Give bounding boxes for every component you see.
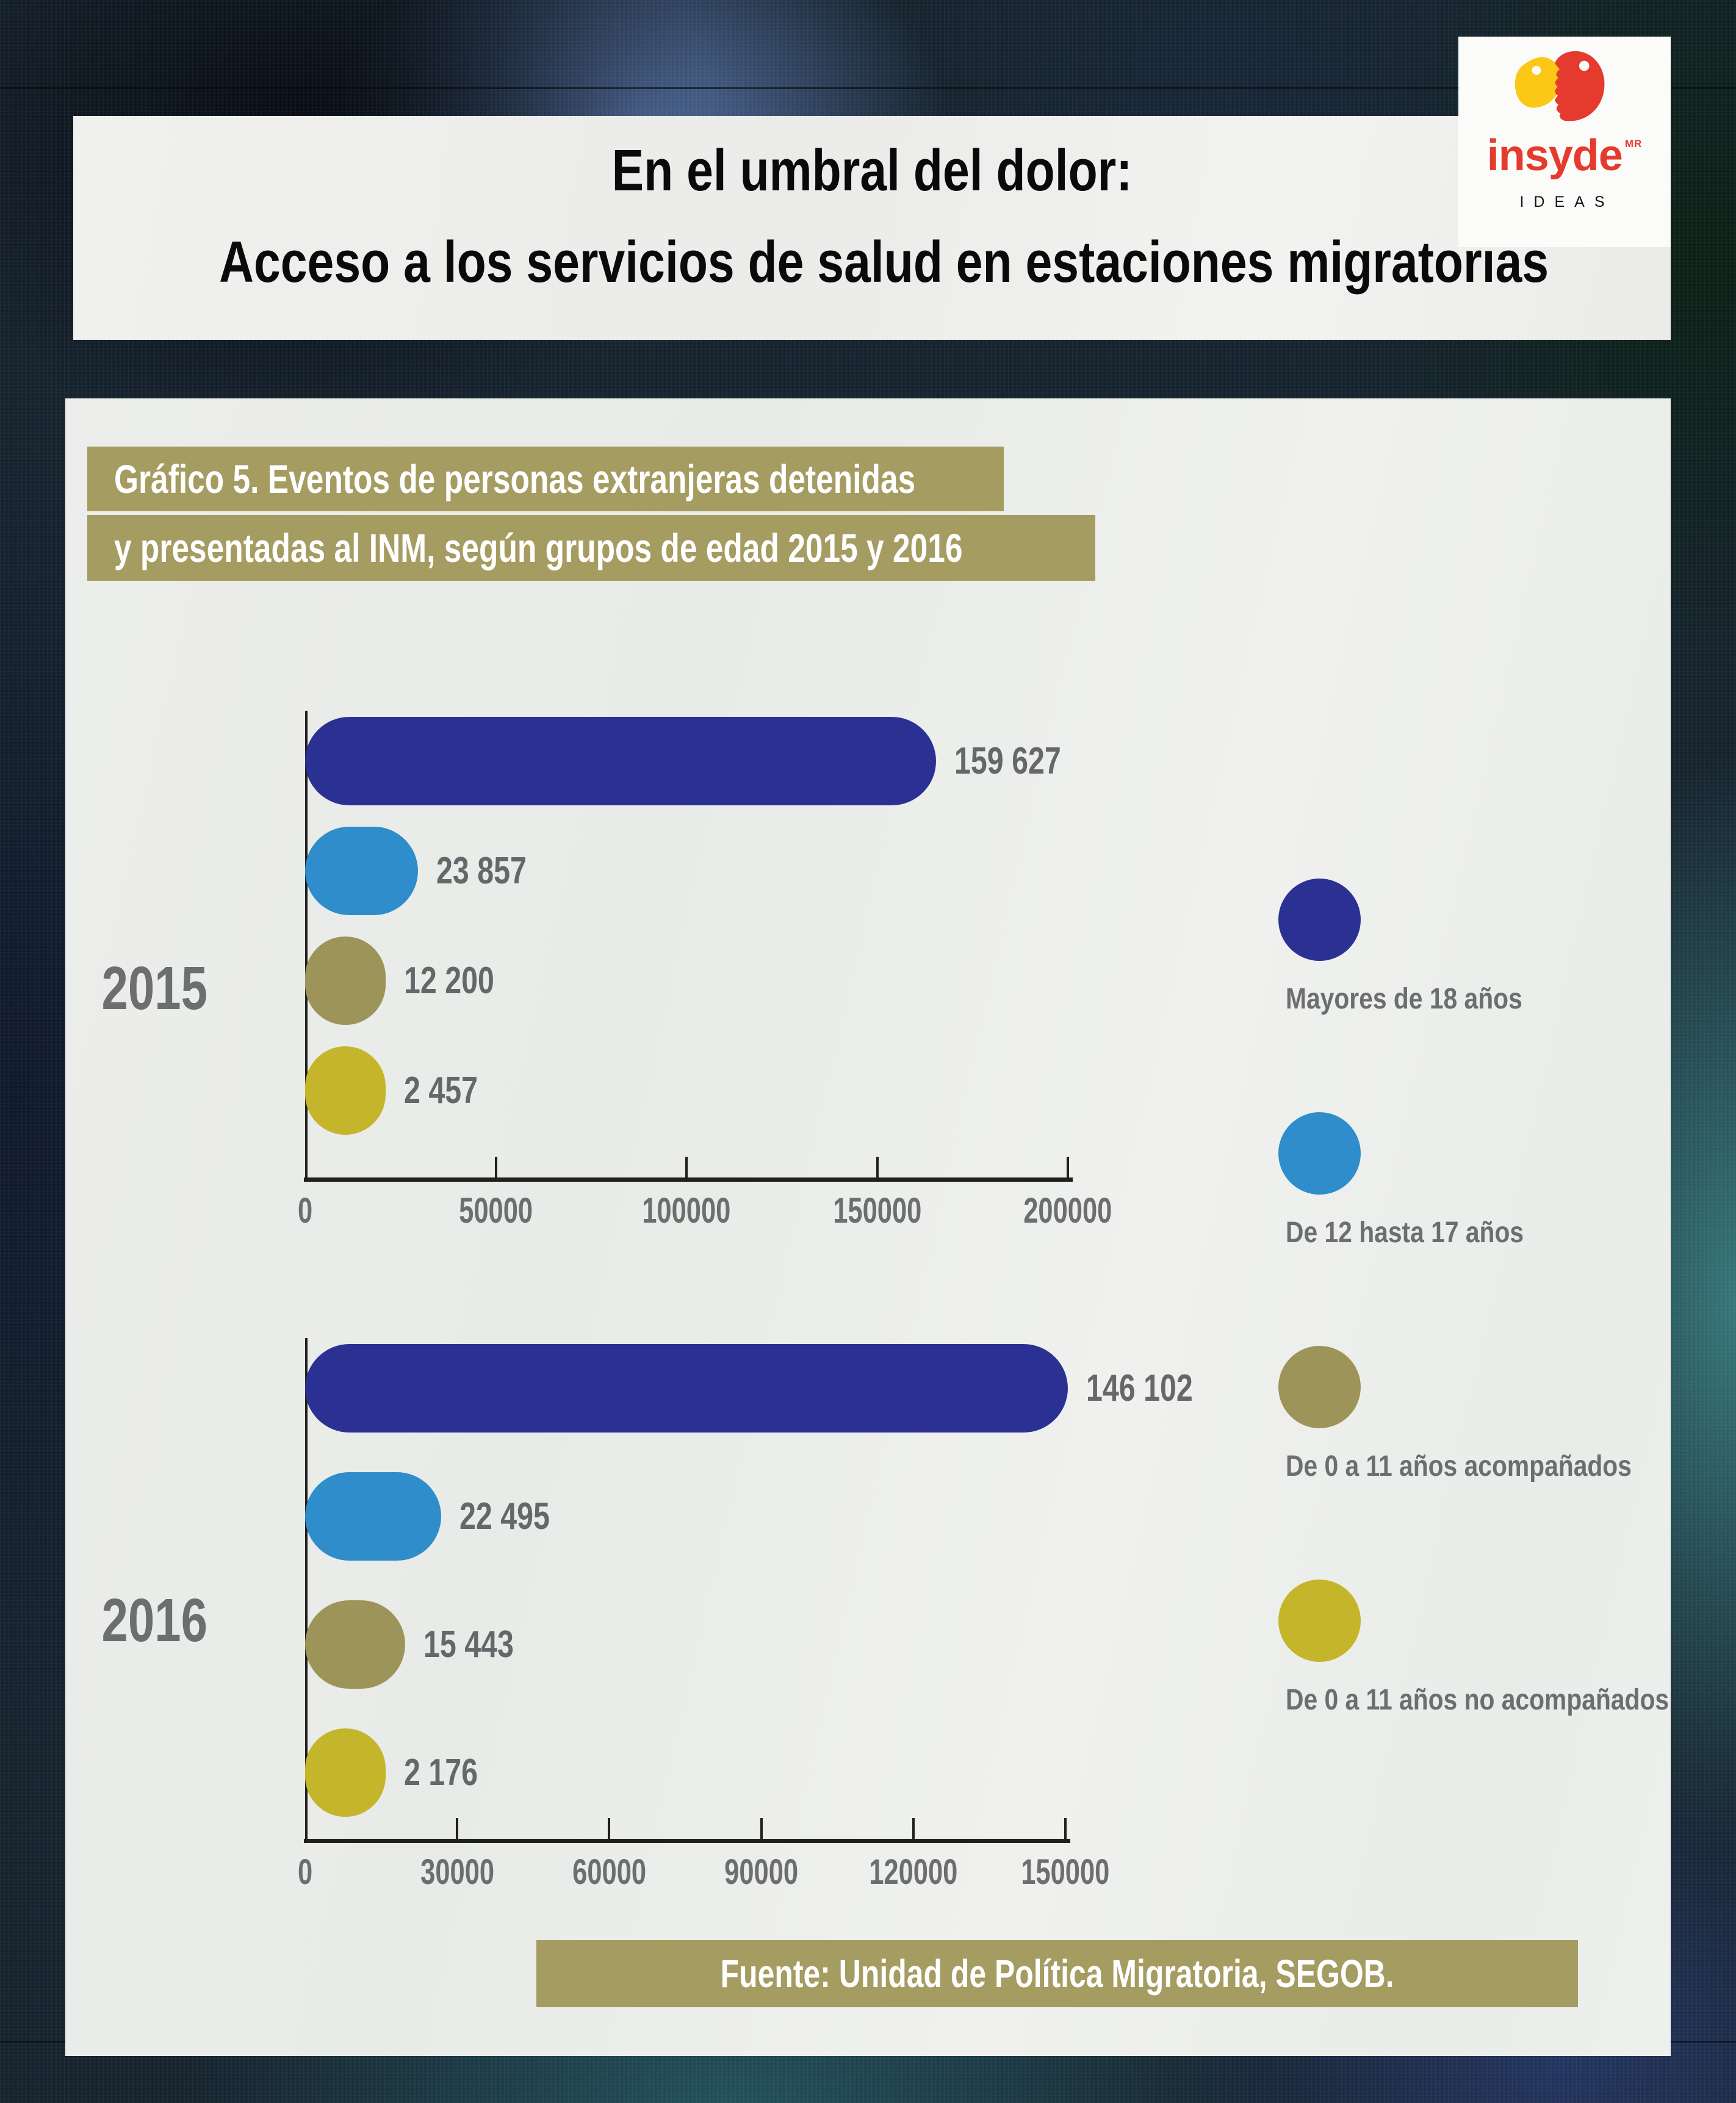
legend-swatch-0 xyxy=(1278,879,1361,961)
bar-value-label: 2 176 xyxy=(404,1751,478,1794)
x-axis-tick xyxy=(685,1157,688,1177)
source-bar: Fuente: Unidad de Política Migratoria, S… xyxy=(536,1940,1578,2007)
bar-value-label: 2 457 xyxy=(404,1069,478,1112)
bar-2015-0 xyxy=(305,717,936,805)
legend-swatch-3 xyxy=(1278,1580,1361,1662)
x-axis-tick-label: 90000 xyxy=(724,1852,799,1892)
x-axis-tick xyxy=(1067,1157,1069,1177)
bar-2016-1 xyxy=(305,1472,441,1561)
legend-swatch-1 xyxy=(1278,1112,1361,1195)
bar-value-label: 23 857 xyxy=(436,849,527,892)
bar-2016-3 xyxy=(305,1728,386,1817)
legend-swatch-2 xyxy=(1278,1346,1361,1428)
logo-trademark: MR xyxy=(1624,138,1643,149)
x-axis-tick-label: 100000 xyxy=(642,1191,731,1231)
bar-2015-2 xyxy=(305,936,386,1025)
x-axis-tick-label: 150000 xyxy=(1021,1852,1110,1892)
x-axis-tick-label: 0 xyxy=(297,1852,313,1892)
bar-value-label: 159 627 xyxy=(954,739,1061,782)
legend-label-3: De 0 a 11 años no acompañados xyxy=(1286,1684,1669,1716)
bar-value-label: 15 443 xyxy=(423,1623,514,1666)
logo-wordmark: insyde MR xyxy=(1487,124,1643,187)
legend-label-0: Mayores de 18 años xyxy=(1286,983,1522,1015)
page-title-line1: En el umbral del dolor: xyxy=(611,138,1133,203)
x-axis-tick-label: 60000 xyxy=(572,1852,646,1892)
chart-title-line2: y presentadas al INM, según grupos de ed… xyxy=(87,515,1095,581)
x-axis-tick-label: 120000 xyxy=(869,1852,958,1892)
legend-label-2: De 0 a 11 años acompañados xyxy=(1286,1450,1632,1483)
bar-value-label: 12 200 xyxy=(404,959,494,1002)
x-axis-line xyxy=(304,1177,1073,1182)
bar-value-label: 146 102 xyxy=(1086,1367,1193,1409)
bar-value-label: 22 495 xyxy=(459,1495,550,1537)
x-axis-tick-label: 150000 xyxy=(832,1191,922,1231)
y-axis-line xyxy=(305,1338,308,1839)
year-label-2016: 2016 xyxy=(101,1586,207,1655)
logo-tagline: IDEAS xyxy=(1519,193,1615,210)
logo-brand-text: insyde xyxy=(1486,131,1623,180)
x-axis-tick-label: 30000 xyxy=(420,1852,494,1892)
x-axis-tick-label: 0 xyxy=(297,1191,313,1231)
x-axis-tick-label: 50000 xyxy=(459,1191,533,1231)
x-axis-line xyxy=(304,1839,1070,1843)
logo-box: insyde MR IDEAS xyxy=(1458,37,1671,247)
bar-2015-3 xyxy=(305,1046,386,1135)
x-axis-tick xyxy=(760,1818,763,1839)
x-axis-tick xyxy=(456,1818,459,1839)
x-axis-tick xyxy=(912,1818,915,1839)
page-title-line2: Acceso a los servicios de salud en estac… xyxy=(219,229,1549,295)
bar-2015-1 xyxy=(305,827,419,915)
chart-title-line1: Gráfico 5. Eventos de personas extranjer… xyxy=(87,447,1004,511)
x-axis-tick xyxy=(608,1818,611,1839)
x-axis-tick xyxy=(1064,1818,1067,1839)
y-axis-line xyxy=(305,711,308,1177)
background-border-line-top xyxy=(0,87,1736,89)
legend-label-1: De 12 hasta 17 años xyxy=(1286,1217,1524,1249)
x-axis-tick-label: 200000 xyxy=(1023,1191,1112,1231)
year-label-2015: 2015 xyxy=(101,954,207,1023)
x-axis-tick xyxy=(494,1157,497,1177)
x-axis-tick xyxy=(876,1157,879,1177)
bar-2016-0 xyxy=(305,1344,1068,1433)
bar-2016-2 xyxy=(305,1600,406,1689)
header-band: En el umbral del dolor: Acceso a los ser… xyxy=(73,116,1671,340)
insyde-faces-icon xyxy=(1514,51,1605,121)
